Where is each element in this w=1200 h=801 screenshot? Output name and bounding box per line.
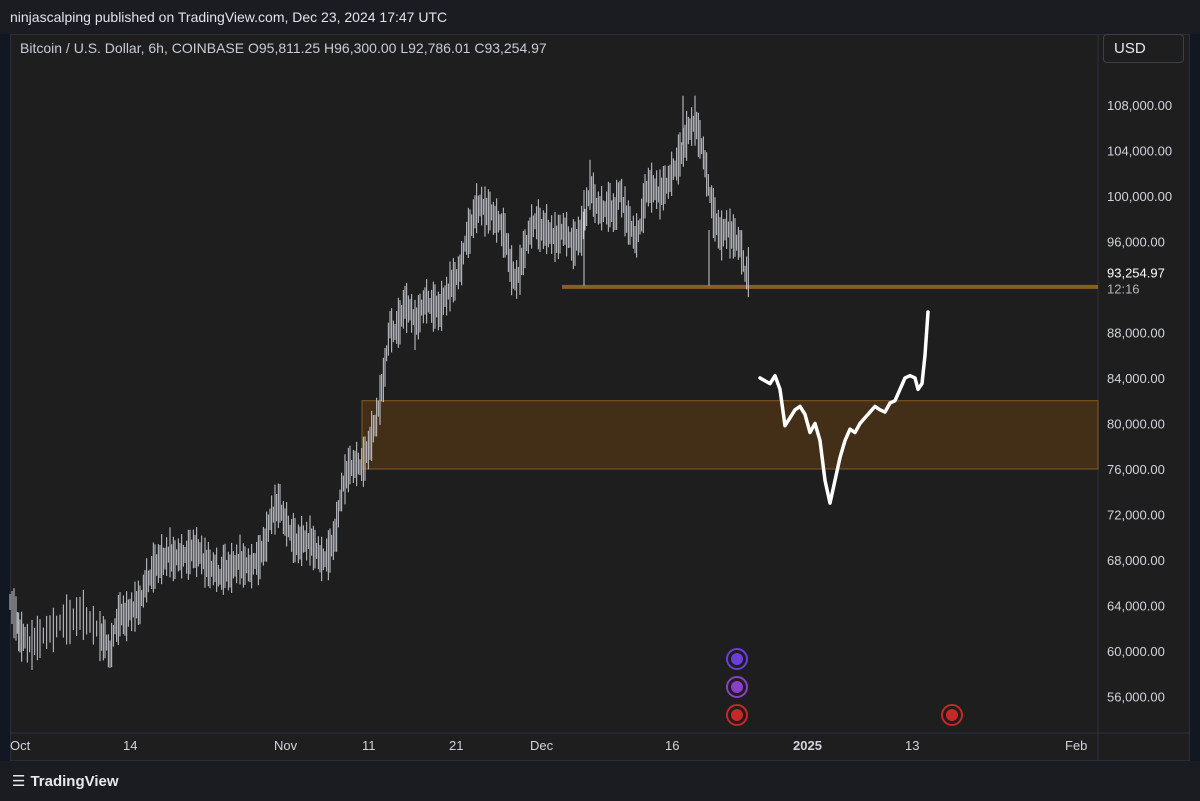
publish-text: ninjascalping published on TradingView.c… bbox=[10, 9, 448, 25]
x-tick-label: Oct bbox=[10, 738, 31, 753]
x-tick-label: 16 bbox=[665, 738, 679, 753]
x-tick-label: 2025 bbox=[793, 738, 822, 753]
x-tick-label: Feb bbox=[1065, 738, 1087, 753]
support-line bbox=[562, 284, 1098, 289]
x-tick-label: 14 bbox=[123, 738, 137, 753]
symbol-name: Bitcoin / U.S. Dollar, 6h, COINBASE bbox=[20, 40, 245, 56]
last-price-label: 93,254.97 bbox=[1107, 266, 1165, 281]
brand-name[interactable]: TradingView bbox=[30, 772, 119, 790]
low-value: 92,786.01 bbox=[408, 40, 471, 56]
sparkle-event-icon-inner bbox=[731, 653, 743, 665]
high-value: 96,300.00 bbox=[334, 40, 397, 56]
forecast-drawing bbox=[758, 310, 930, 505]
y-tick-label: 84,000.00 bbox=[1107, 371, 1165, 386]
x-tick-label: 11 bbox=[362, 738, 376, 753]
symbol-legend: Bitcoin / U.S. Dollar, 6h, COINBASE O95,… bbox=[20, 40, 547, 56]
high-label: H bbox=[324, 40, 335, 56]
open-value: 95,811.25 bbox=[258, 40, 321, 56]
y-tick-label: 72,000.00 bbox=[1107, 508, 1165, 523]
y-tick-label: 108,000.00 bbox=[1107, 98, 1172, 113]
x-tick-label: 21 bbox=[449, 738, 463, 753]
y-tick-label: 80,000.00 bbox=[1107, 416, 1165, 431]
lightning-event-icon-inner bbox=[731, 681, 743, 693]
tradingview-logo-icon: ☰ bbox=[12, 773, 25, 790]
y-tick-label: 100,000.00 bbox=[1107, 189, 1172, 204]
demand-zone bbox=[361, 400, 1099, 470]
countdown-label: 12:16 bbox=[1107, 282, 1140, 297]
y-tick-label: 64,000.00 bbox=[1107, 599, 1165, 614]
y-tick-label: 88,000.00 bbox=[1107, 325, 1165, 340]
y-tick-label: 96,000.00 bbox=[1107, 234, 1165, 249]
us-flag-event-icon-inner bbox=[946, 709, 958, 721]
footer: ☰ TradingView bbox=[0, 761, 1200, 801]
y-tick-label: 104,000.00 bbox=[1107, 143, 1172, 158]
plot-area bbox=[11, 35, 1099, 760]
us-flag-event-icon-inner bbox=[731, 709, 743, 721]
last-price-box bbox=[1099, 262, 1189, 297]
currency-button[interactable]: USD bbox=[1103, 34, 1184, 63]
publish-info: ninjascalping published on TradingView.c… bbox=[0, 0, 1200, 34]
open-label: O bbox=[247, 40, 259, 56]
y-tick-label: 68,000.00 bbox=[1107, 553, 1165, 568]
x-tick-label: Nov bbox=[274, 738, 298, 753]
y-tick-label: 76,000.00 bbox=[1107, 462, 1165, 477]
y-tick-label: 60,000.00 bbox=[1107, 644, 1165, 659]
close-value: 93,254.97 bbox=[484, 40, 547, 56]
low-label: L bbox=[400, 40, 409, 56]
x-tick-label: 13 bbox=[905, 738, 919, 753]
y-tick-label: 56,000.00 bbox=[1107, 690, 1165, 705]
x-tick-label: Dec bbox=[530, 738, 554, 753]
close-label: C bbox=[474, 40, 485, 56]
